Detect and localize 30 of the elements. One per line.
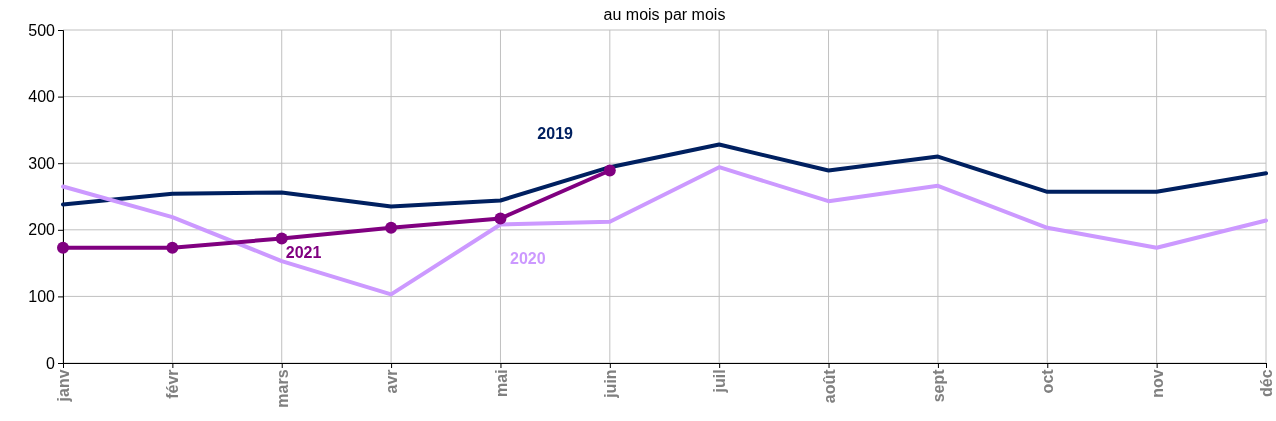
x-tick-label: mai <box>492 369 510 397</box>
y-tick-label: 500 <box>28 21 56 39</box>
x-tick-label: mars <box>273 369 291 408</box>
y-tick-label: 0 <box>46 354 56 372</box>
x-tick-label: févr <box>164 369 182 399</box>
x-tick-label: déc <box>1258 369 1276 397</box>
x-tick-label: janv <box>55 369 73 403</box>
y-tick-label: 400 <box>28 88 56 106</box>
series-label: 2021 <box>285 244 322 262</box>
x-tick-label: août <box>820 368 838 404</box>
y-tick-label: 100 <box>28 288 56 306</box>
y-tick-label: 200 <box>28 221 56 239</box>
series-label: 2020 <box>510 250 546 268</box>
text: 2019 <box>537 124 574 142</box>
line-series <box>61 142 1268 209</box>
x-tick-label: sept <box>930 368 948 403</box>
point <box>603 164 616 177</box>
point <box>275 232 288 245</box>
point <box>166 241 179 254</box>
point <box>57 241 69 254</box>
x-tick-label: juil <box>711 369 729 394</box>
chart-title: au mois par mois <box>603 6 726 23</box>
x-tick-label: oct <box>1039 368 1057 394</box>
point <box>385 221 398 234</box>
x-tick-label: avr <box>383 369 401 394</box>
point <box>494 212 507 225</box>
x-tick-label: juin <box>601 369 619 399</box>
line-series <box>61 165 1268 297</box>
y-tick-label: 300 <box>28 154 56 172</box>
x-tick-label: nov <box>1148 369 1166 398</box>
